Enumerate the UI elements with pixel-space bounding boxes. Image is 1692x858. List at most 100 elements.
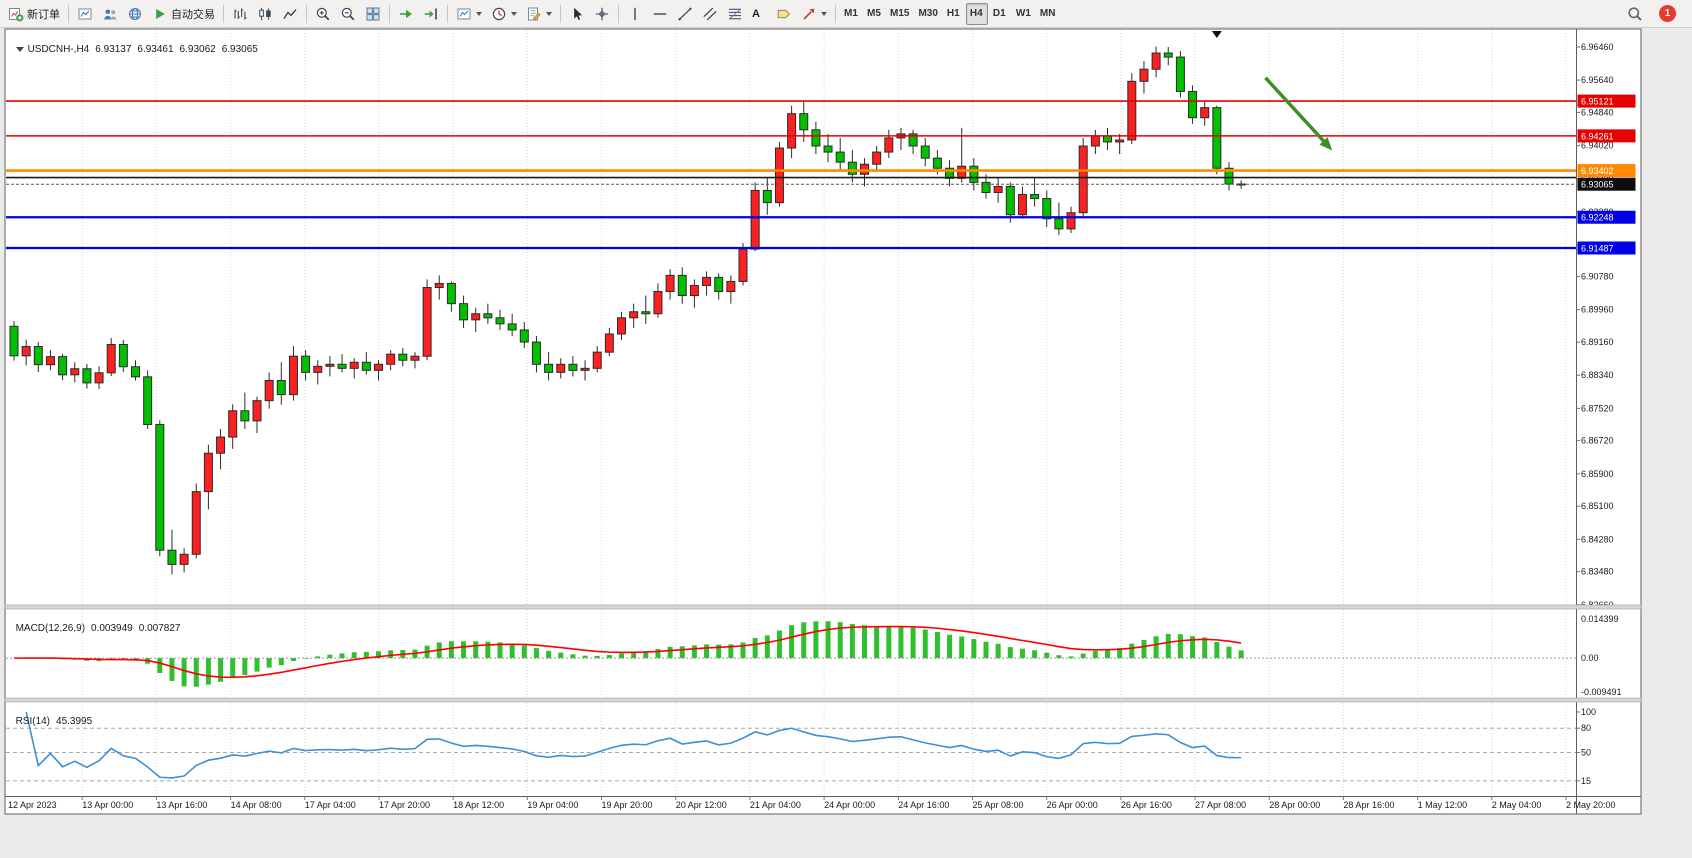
time-axis-label: 26 Apr 00:00 (1047, 800, 1098, 810)
new-chart-button[interactable] (452, 3, 486, 25)
tile-windows-button[interactable] (361, 3, 385, 25)
macd-axis-label: 0.014399 (1581, 614, 1619, 624)
timeframe-m30-label: M30 (918, 8, 938, 19)
profiles-button[interactable] (98, 3, 122, 25)
timeframe-m15[interactable]: M15 (886, 3, 913, 25)
time-axis[interactable]: 12 Apr 2023 13 Apr 00:00 13 Apr 16:00 14 Ap… (5, 796, 1641, 811)
price-axis-label: 6.89160 (1581, 337, 1614, 347)
price-axis-label: 6.86720 (1581, 436, 1614, 446)
users-icon (104, 9, 117, 19)
community-button[interactable] (123, 3, 147, 25)
macd-panel: 0.014399 0.00 -0.009491 (6, 614, 1622, 697)
price-axis-label: 6.94840 (1581, 107, 1614, 117)
cursor-button[interactable] (565, 3, 589, 25)
price-axis-label: 6.95640 (1581, 75, 1614, 85)
chart-shift-icon (424, 8, 437, 19)
price-badge-label: 6.91487 (1581, 243, 1614, 253)
time-marker-icon (1211, 31, 1222, 38)
text-button-label: A (752, 7, 760, 20)
toolbar-separator (223, 4, 224, 23)
macd-signal-line (13, 625, 1242, 679)
timeframe-d1-label: D1 (992, 8, 1006, 19)
time-axis-label: 25 Apr 08:00 (972, 800, 1023, 810)
candles-layer (9, 46, 1246, 575)
candlestick-chart-button[interactable] (253, 3, 277, 25)
rsi-axis-label: 50 (1581, 748, 1591, 758)
channel-button[interactable] (698, 3, 722, 25)
vline-icon (634, 7, 636, 20)
panel-splitter[interactable] (4, 697, 1642, 703)
price-axis-label: 6.89960 (1581, 305, 1614, 315)
macd-axis-label: -0.009491 (1581, 687, 1622, 697)
time-axis-label: 13 Apr 16:00 (156, 800, 207, 810)
template-button[interactable] (522, 3, 556, 25)
chart-shift-button[interactable] (419, 3, 443, 25)
period-button[interactable] (487, 3, 521, 25)
tile-icon (366, 7, 380, 21)
label-button[interactable] (772, 3, 796, 25)
time-axis-label: 28 Apr 00:00 (1269, 800, 1320, 810)
toolbar-left-group: 新订单 自动交易 A M1 M5 M15 M30 H1 H4 D1 W1 MN (4, 2, 1623, 25)
time-axis-label: 26 Apr 16:00 (1121, 800, 1172, 810)
macd-axis-label: 0.00 (1581, 653, 1599, 663)
notification-badge[interactable]: 1 (1659, 5, 1676, 22)
zoom-in-button[interactable] (311, 3, 335, 25)
timeframe-d1[interactable]: D1 (989, 3, 1011, 25)
new-order-button[interactable]: 新订单 (4, 3, 64, 25)
horizontal-line-button[interactable] (648, 3, 672, 25)
timeframe-m30[interactable]: M30 (914, 3, 941, 25)
timeframe-w1[interactable]: W1 (1012, 3, 1035, 25)
ohlc-open: 6.93137 (95, 44, 132, 55)
toolbar-separator (447, 4, 448, 23)
tline-icon (678, 7, 692, 20)
timeframe-mn[interactable]: MN (1036, 3, 1060, 25)
price-badge-label: 6.95121 (1581, 97, 1614, 107)
price-axis-label: 6.90780 (1581, 272, 1614, 282)
clock-icon (492, 7, 506, 20)
rsi-line (25, 711, 1242, 779)
timeframe-m1[interactable]: M1 (840, 3, 862, 25)
rsi-label: RSI(14) 45.3995 (10, 705, 93, 727)
arrows-button[interactable] (797, 3, 831, 25)
new-order-button-label: 新订单 (27, 8, 60, 21)
macd-name: MACD(12,26,9) (15, 623, 86, 634)
macd-value: 0.003949 (91, 623, 133, 634)
zoom-out-button[interactable] (336, 3, 360, 25)
time-axis-label: 24 Apr 00:00 (824, 800, 875, 810)
auto-trading-button-label: 自动交易 (171, 8, 215, 21)
crosshair-button[interactable] (590, 3, 614, 25)
rsi-value: 45.3995 (56, 716, 93, 727)
cursor-icon (574, 7, 582, 20)
toolbar-separator (306, 4, 307, 23)
channel-icon (703, 7, 717, 20)
globe-icon (129, 7, 141, 20)
timeframe-m5[interactable]: M5 (863, 3, 885, 25)
chart-title: USDCNH-,H4 6.93137 6.93461 6.93062 6.93065 (10, 33, 258, 55)
line-chart-button[interactable] (278, 3, 302, 25)
trendline-button[interactable] (673, 3, 697, 25)
panel-splitter[interactable] (4, 604, 1642, 610)
toolbar-separator (389, 4, 390, 23)
search-button[interactable] (1623, 3, 1647, 25)
auto-scroll-button[interactable] (394, 3, 418, 25)
timeframe-h1-label: H1 (946, 8, 960, 19)
text-button[interactable]: A (748, 3, 771, 25)
charts-window-button[interactable] (73, 3, 97, 25)
trend-arrow-head (1319, 137, 1333, 151)
price-badge-label: 6.93402 (1581, 166, 1614, 176)
auto-trading-button[interactable]: 自动交易 (148, 3, 219, 25)
new-order-icon (9, 7, 24, 21)
chart-window[interactable] (4, 28, 1642, 815)
timeframe-mn-label: MN (1039, 8, 1056, 19)
trend-arrow[interactable] (1264, 76, 1329, 146)
ohlc-close: 6.93065 (221, 44, 258, 55)
timeframe-h4[interactable]: H4 (965, 2, 988, 25)
toolbar: 新订单 自动交易 A M1 M5 M15 M30 H1 H4 D1 W1 MN 1 (0, 0, 1692, 28)
timeframe-h1[interactable]: H1 (943, 3, 965, 25)
vertical-line-button[interactable] (623, 3, 647, 25)
ohlc-low: 6.93062 (179, 44, 216, 55)
fibonacci-button[interactable] (723, 3, 747, 25)
time-axis-label: 17 Apr 20:00 (379, 800, 430, 810)
bar-chart-button[interactable] (228, 3, 252, 25)
